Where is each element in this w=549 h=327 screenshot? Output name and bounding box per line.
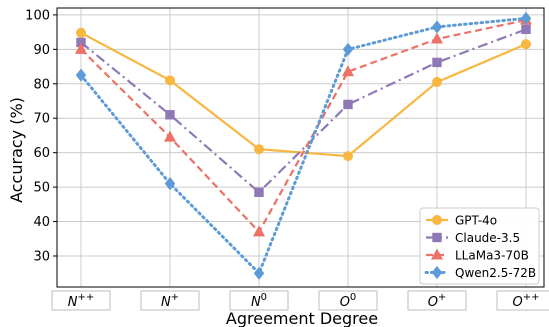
data-point: [432, 77, 442, 88]
data-point: [343, 151, 353, 162]
data-point: [165, 75, 175, 86]
x-tick-label: N++: [68, 292, 95, 310]
legend: GPT-4o Claude-3.5 LLaMa3-70B Qwen2.5-72B: [419, 207, 540, 285]
x-axis-ticks: N++ N+ N0 O0 O+ O++: [51, 290, 549, 311]
x-axis-title: Agreement Degree: [226, 309, 378, 327]
plot-area-frame: [56, 7, 545, 288]
y-axis-title: Accuracy (%): [7, 97, 26, 203]
legend-box: [419, 207, 540, 285]
data-point: [75, 68, 87, 82]
x-tick-box: [140, 290, 200, 311]
legend-item: Qwen2.5-72B: [424, 265, 536, 280]
data-point: [341, 65, 355, 77]
legend-item: LLaMa3-70B: [426, 248, 529, 263]
x-tick-label: O++: [513, 292, 540, 310]
y-tick-label: 70: [33, 112, 50, 127]
data-point: [342, 42, 354, 56]
x-tick-box: [407, 290, 467, 311]
y-tick-label: 100: [25, 8, 50, 23]
data-point: [164, 177, 176, 191]
series-line: [80, 31, 527, 158]
x-tick-label-base: N: [251, 295, 261, 310]
x-tick-label-superscript: 0: [350, 292, 356, 303]
data-point: [165, 110, 175, 120]
data-point: [253, 266, 265, 280]
legend-label: Qwen2.5-72B: [455, 266, 536, 280]
y-tick-label: 30: [33, 250, 50, 265]
data-point: [163, 130, 177, 142]
data-point: [431, 20, 443, 34]
data-point: [254, 144, 264, 155]
legend-marker: [430, 248, 444, 260]
series-line: [80, 18, 527, 234]
x-tick-box: [496, 290, 549, 311]
y-tick-label: 80: [33, 77, 50, 92]
series-qwen2-5-72b: [75, 11, 532, 280]
x-tick-label-superscript: +: [438, 292, 446, 303]
y-tick-label: 40: [33, 215, 50, 230]
series-line: [80, 28, 527, 194]
x-tick-label: N+: [161, 292, 179, 310]
y-tick-label: 90: [33, 43, 50, 58]
x-tick-label-base: O: [428, 295, 438, 310]
y-axis-ticks: 30 40 50 60 70 80 90 100: [25, 8, 57, 265]
x-tick-box: [229, 290, 289, 311]
legend-label: Claude-3.5: [455, 231, 520, 245]
series-line: [79, 16, 528, 276]
legend-label: GPT-4o: [455, 214, 497, 228]
x-tick-label: O+: [428, 292, 447, 310]
data-point: [76, 27, 86, 38]
data-point: [252, 225, 266, 237]
y-tick-label: 60: [33, 146, 50, 161]
legend-label: LLaMa3-70B: [455, 249, 529, 263]
x-tick-label-base: N: [68, 295, 78, 310]
y-tick-label: 50: [33, 181, 50, 196]
data-point: [430, 32, 444, 44]
x-tick-box: [318, 290, 378, 311]
x-tick-box: [51, 290, 111, 311]
x-tick-label-superscript: +: [171, 292, 179, 303]
series-layer: [74, 11, 533, 280]
data-point: [432, 57, 442, 68]
legend-item: Claude-3.5: [426, 231, 520, 245]
data-point: [521, 24, 531, 35]
x-tick-label-base: O: [513, 295, 523, 310]
x-tick-label-base: N: [161, 295, 171, 310]
data-point: [74, 42, 88, 54]
series-llama3-70b: [74, 13, 533, 237]
x-tick-label: O0: [340, 292, 357, 310]
data-point: [343, 99, 353, 110]
series-claude-3-5: [76, 24, 531, 197]
x-tick-label-base: O: [340, 295, 350, 310]
data-point: [521, 39, 531, 50]
x-tick-label: N0: [251, 292, 267, 310]
x-tick-label-superscript: 0: [261, 292, 267, 303]
data-point: [254, 187, 264, 197]
x-tick-label-superscript: ++: [523, 292, 540, 303]
legend-marker: [431, 265, 443, 280]
legend-marker: [432, 215, 442, 225]
x-tick-label-superscript: ++: [77, 292, 94, 303]
legend-marker: [432, 232, 442, 243]
legend-item: GPT-4o: [426, 214, 497, 228]
data-point: [520, 11, 532, 25]
